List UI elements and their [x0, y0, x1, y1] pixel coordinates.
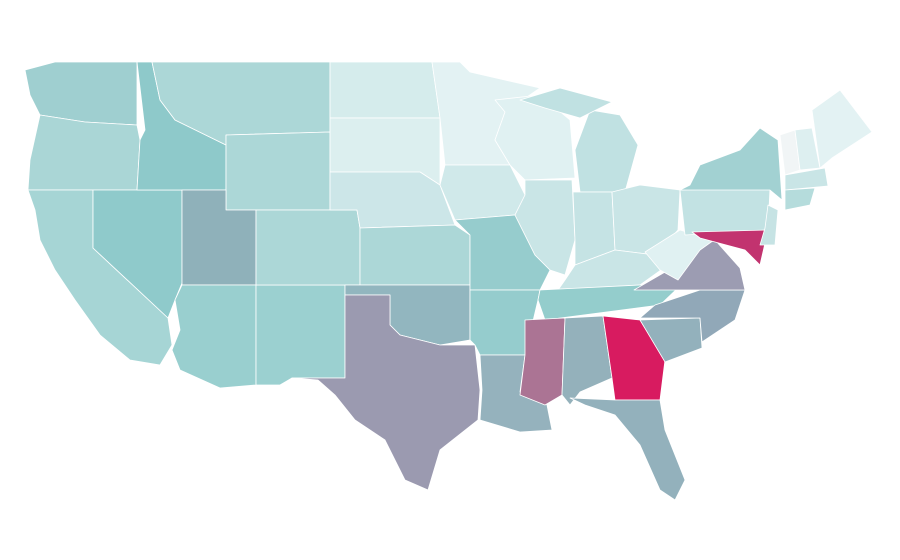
region: [255, 284, 346, 386]
regions: [24, 61, 873, 501]
region: [811, 89, 873, 169]
region: [679, 127, 783, 201]
region: [171, 284, 257, 389]
region: [759, 204, 779, 246]
region: [691, 229, 769, 266]
region: [639, 289, 746, 343]
region: [784, 167, 829, 191]
region: [644, 229, 715, 281]
region: [255, 209, 361, 286]
region: [569, 397, 686, 501]
region: [291, 294, 481, 491]
region: [519, 317, 566, 406]
region: [784, 187, 816, 211]
region: [561, 315, 613, 406]
region: [439, 164, 526, 221]
region: [359, 224, 471, 286]
region: [27, 114, 141, 191]
region: [519, 87, 613, 119]
region: [574, 109, 639, 193]
region: [679, 187, 771, 236]
region: [329, 61, 441, 119]
region: [639, 317, 703, 363]
region: [225, 131, 331, 211]
